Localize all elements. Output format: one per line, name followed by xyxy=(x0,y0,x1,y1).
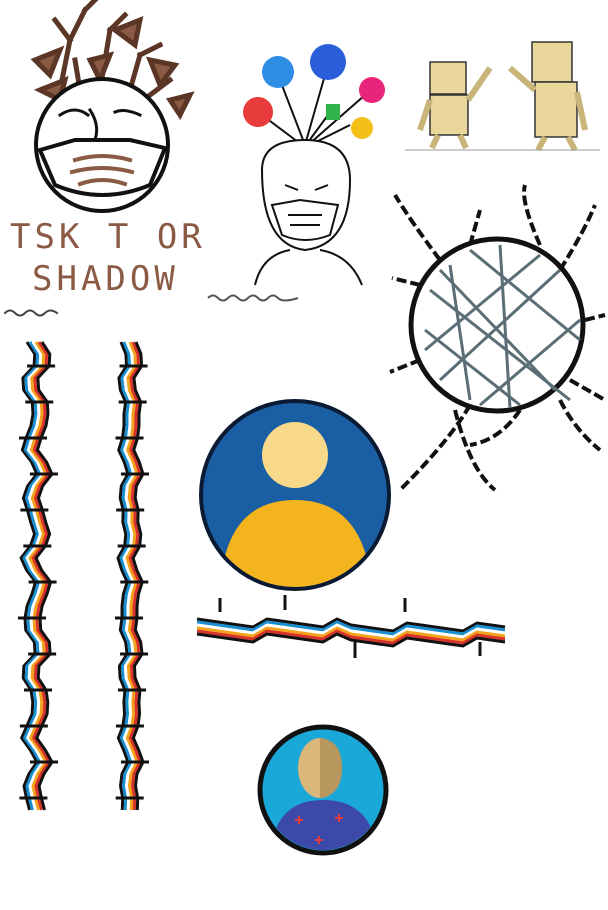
face xyxy=(270,184,340,241)
rainbow-stripe xyxy=(196,623,506,639)
rainbow-stripe xyxy=(116,341,130,811)
avatar-body xyxy=(220,500,372,587)
avatar-small xyxy=(257,724,389,856)
avatar-large xyxy=(199,399,391,591)
robots xyxy=(405,41,600,152)
rainbow-stripe xyxy=(19,341,39,811)
rainbow-stripe xyxy=(125,341,139,811)
plant-head: TSK T OR SHADOW xyxy=(3,0,206,317)
flower xyxy=(262,56,294,88)
robot-body xyxy=(534,81,578,138)
chains xyxy=(389,184,606,492)
face xyxy=(57,107,142,142)
flower xyxy=(243,97,273,127)
flower xyxy=(326,104,340,120)
caption-line: TSK T OR xyxy=(10,217,206,257)
flower-head xyxy=(207,44,385,302)
robot-head xyxy=(429,61,467,95)
flower xyxy=(310,44,346,80)
rainbow-stripe xyxy=(196,617,506,633)
robot-limbs xyxy=(417,66,493,150)
head xyxy=(260,138,352,252)
hatching xyxy=(424,244,581,409)
shoulders xyxy=(254,249,363,286)
rainbow-bars xyxy=(18,341,506,811)
flower xyxy=(359,77,385,103)
rainbow-stripe xyxy=(196,626,506,642)
rainbow-stripe xyxy=(31,341,51,811)
chained-sphere xyxy=(389,184,606,492)
rainbow-stripe xyxy=(196,629,506,645)
rainbow-stripe xyxy=(196,620,506,636)
robot-head xyxy=(531,41,573,83)
rainbow-stripe xyxy=(131,341,145,811)
avatar-shade xyxy=(320,738,342,798)
rainbow-stripe xyxy=(122,341,136,811)
squiggle xyxy=(3,309,59,317)
mask-folds xyxy=(69,154,135,187)
robot-limbs xyxy=(508,65,588,152)
flower xyxy=(351,117,373,139)
robot-body xyxy=(429,94,469,136)
rainbow-stripe xyxy=(196,632,506,648)
rainbow-stripe xyxy=(28,341,48,811)
rainbow-stripe xyxy=(128,341,142,811)
rainbow-stripe xyxy=(34,341,54,811)
rainbow-stripe xyxy=(25,341,45,811)
avatar-head xyxy=(262,422,328,488)
rainbow-stripe xyxy=(22,341,42,811)
squiggle xyxy=(207,294,299,302)
caption-line: SHADOW xyxy=(32,259,179,299)
rainbow-stripe xyxy=(119,341,133,811)
